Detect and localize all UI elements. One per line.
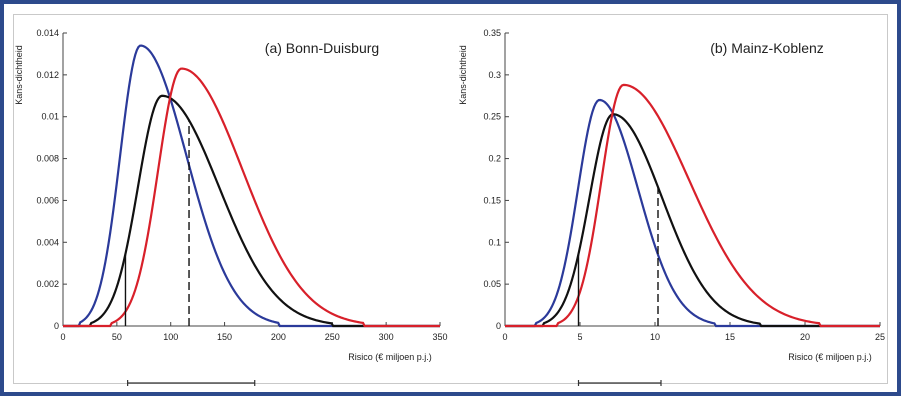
panel-1-x-axis-label: Risico (€ miljoen p.j.)	[348, 352, 432, 362]
panel-1-y-tick-label: 0.006	[36, 195, 59, 205]
panel-2-y-tick-label: 0.15	[483, 195, 501, 205]
panel-1-x-tick-label: 350	[432, 332, 447, 342]
panel-1-x-tick-label: 100	[163, 332, 178, 342]
panel-1-x-tick-label: 0	[60, 332, 65, 342]
panel-1-title: (a) Bonn-Duisburg	[265, 40, 379, 56]
panel-1-y-tick-label: 0.008	[36, 154, 59, 164]
panel-2-series-1-curve	[505, 98, 880, 328]
panel-1-y-axis-label: Kans-dichtheid	[14, 45, 24, 105]
panel-1-y-tick-label: 0.002	[36, 279, 59, 289]
panel-1-y-tick-label: 0	[54, 321, 59, 331]
panel-2-y-tick-label: 0.05	[483, 279, 501, 289]
panel-2-x-tick-label: 20	[800, 332, 810, 342]
figure-panel	[13, 14, 888, 384]
panel-2-x-tick-label: 5	[577, 332, 582, 342]
panel-2-x-tick-label: 0	[502, 332, 507, 342]
panel-2-series-2-curve	[505, 113, 880, 328]
panel-1-x-tick-label: 50	[112, 332, 122, 342]
panel-2-y-tick-label: 0.1	[488, 237, 501, 247]
panel-1-series-1-curve	[63, 44, 440, 328]
panel-2-y-tick-label: 0.25	[483, 112, 501, 122]
panel-2-x-axis-label: Risico (€ miljoen p.j.)	[788, 352, 872, 362]
panel-2-y-tick-label: 0.2	[488, 154, 501, 164]
panel-2-x-tick-label: 15	[725, 332, 735, 342]
panel-2-x-tick-label: 10	[650, 332, 660, 342]
panel-2-x-tick-label: 25	[875, 332, 885, 342]
panel-1-y-tick-label: 0.014	[36, 28, 59, 38]
panel-2-series-3-curve	[505, 83, 880, 328]
panel-1-x-tick-label: 150	[217, 332, 232, 342]
panel-1-y-tick-label: 0.012	[36, 70, 59, 80]
panel-1-series-2-curve	[63, 94, 440, 328]
panel-1-x-tick-label: 250	[325, 332, 340, 342]
panel-1-x-tick-label: 200	[271, 332, 286, 342]
panel-1-series-3-curve	[63, 67, 440, 328]
panel-2-y-tick-label: 0	[496, 321, 501, 331]
panel-1-x-tick-label: 300	[379, 332, 394, 342]
panel-1-y-tick-label: 0.01	[41, 112, 59, 122]
panel-2-y-axis-label: Kans-dichtheid	[458, 45, 468, 105]
panel-2-y-tick-label: 0.35	[483, 28, 501, 38]
panel-1-y-tick-label: 0.004	[36, 237, 59, 247]
panel-2-title: (b) Mainz-Koblenz	[710, 40, 824, 56]
panel-2-y-tick-label: 0.3	[488, 70, 501, 80]
